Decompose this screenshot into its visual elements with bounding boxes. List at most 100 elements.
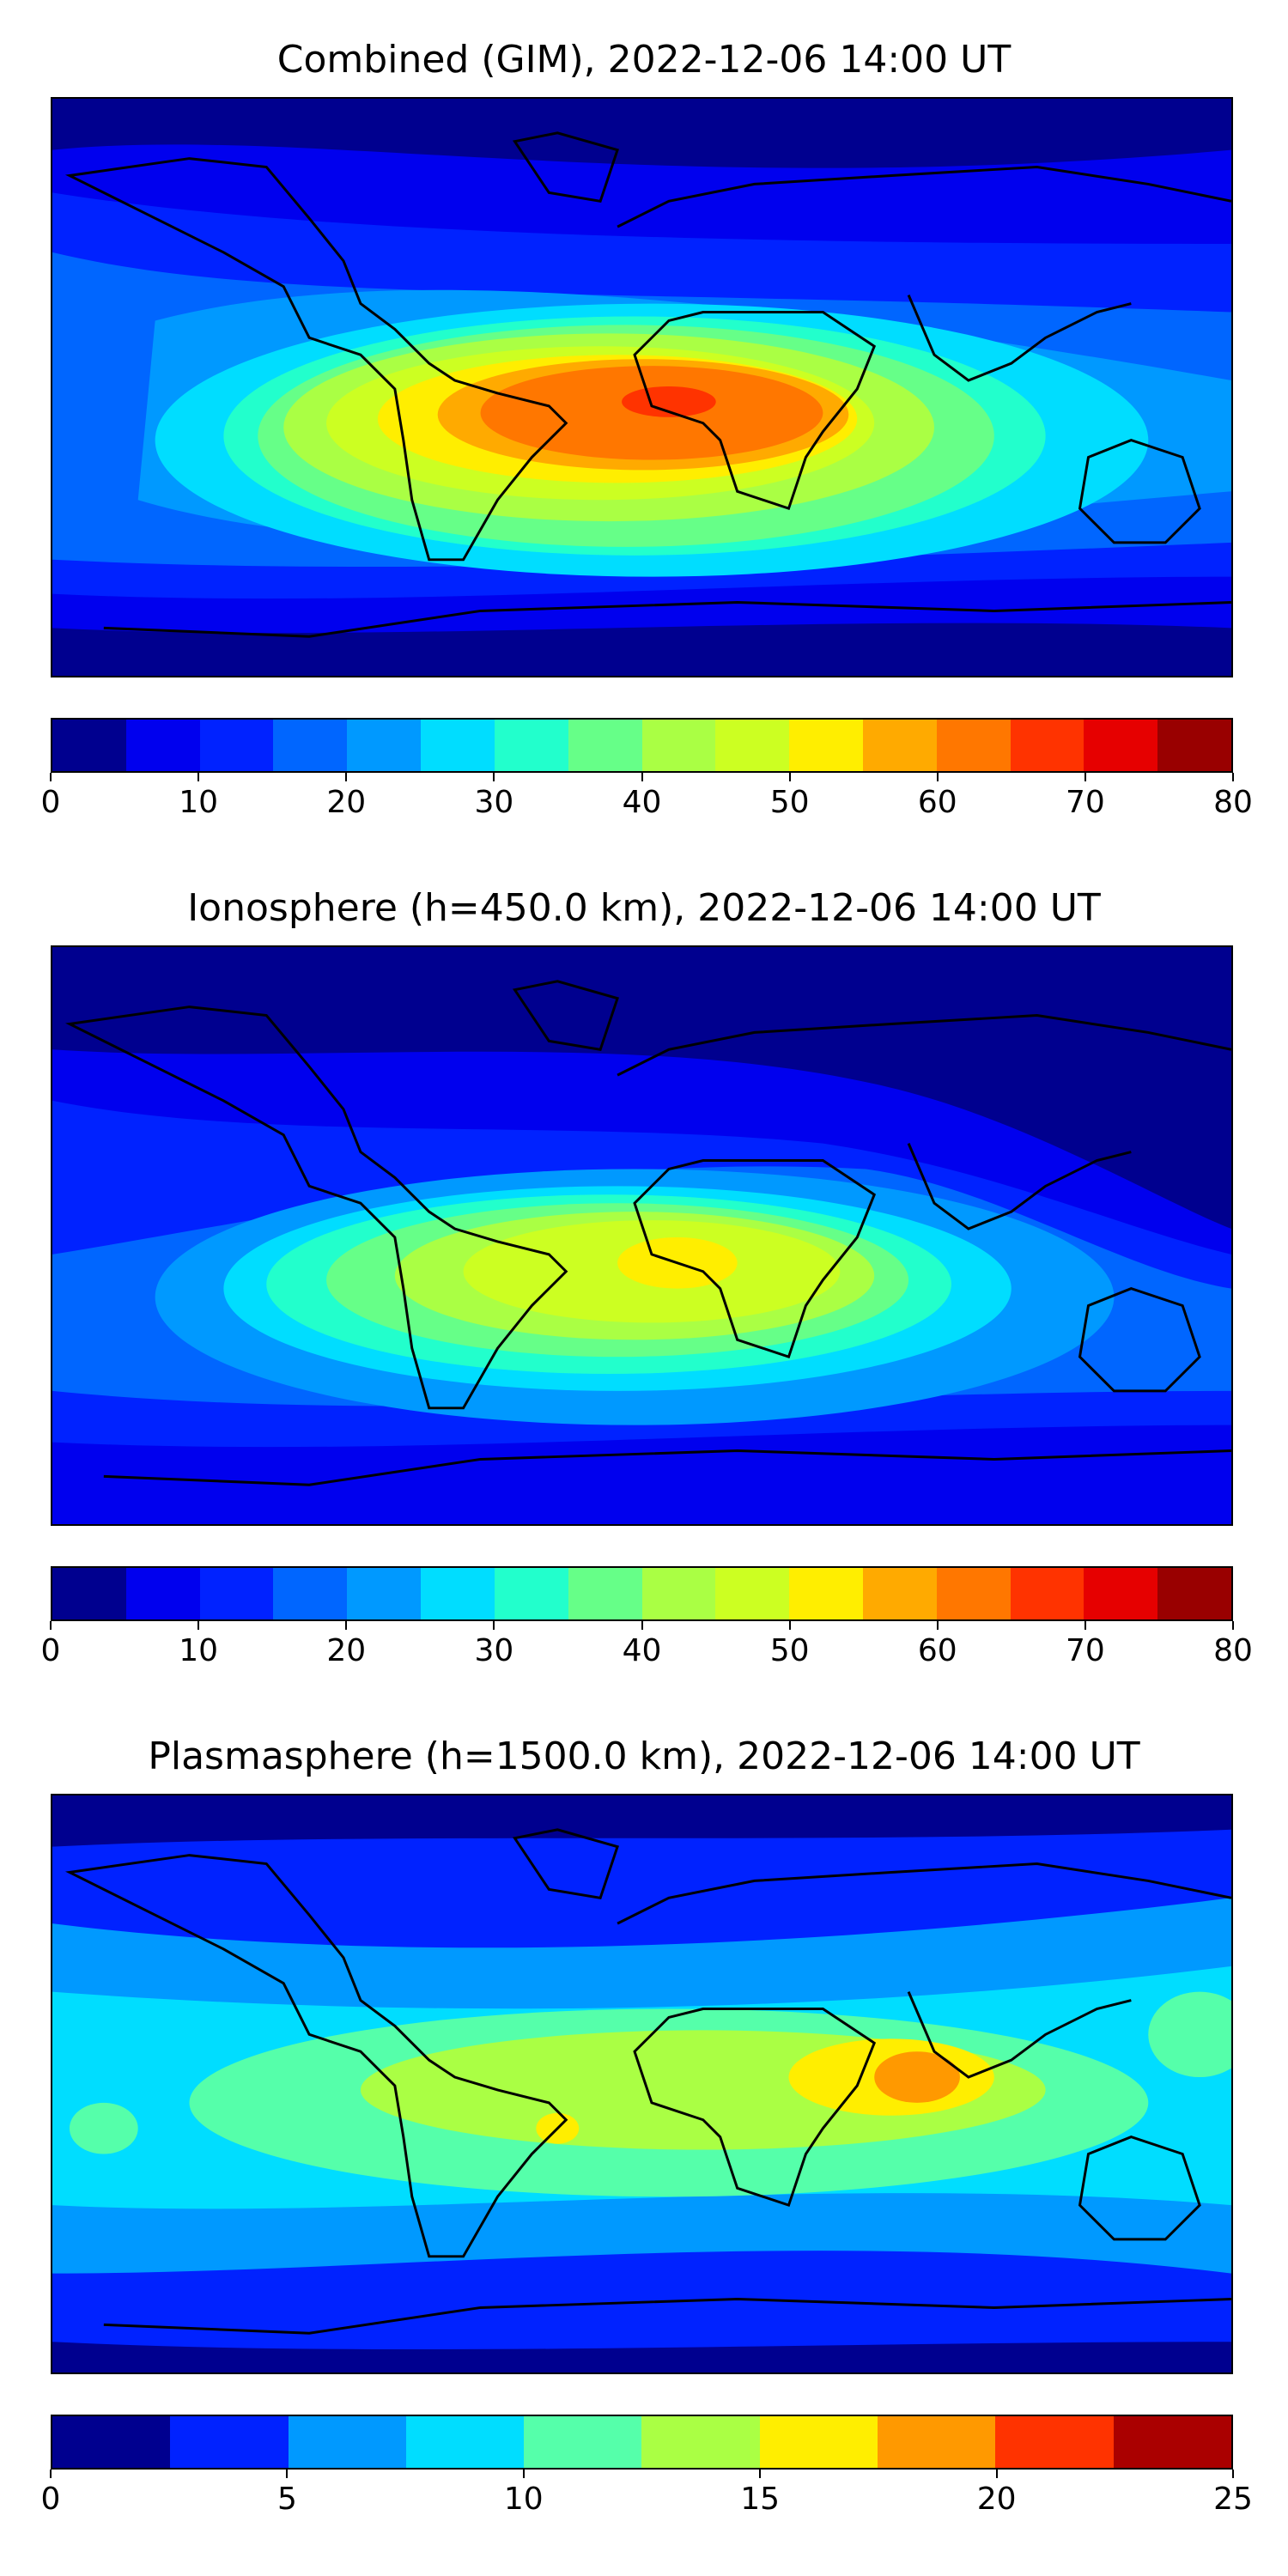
colorbar-tick-label: 0 [40, 1633, 61, 1668]
coastlines [64, 1828, 1231, 2335]
colorbar [51, 2415, 1233, 2470]
colorbar-tick-label: 0 [40, 2482, 61, 2517]
colorbar-segment [568, 1568, 642, 1619]
colorbar-tick-label: 10 [503, 2482, 544, 2517]
colorbar [51, 718, 1233, 773]
colorbar-segment [421, 1568, 495, 1619]
colorbar-tick [995, 2470, 998, 2478]
tec-map-svg [52, 99, 1231, 676]
colorbar-segment [125, 1568, 200, 1619]
colorbar [51, 1566, 1233, 1621]
colorbar-segment [862, 1568, 937, 1619]
colorbar-tick [788, 773, 791, 781]
colorbar-segment [273, 1568, 348, 1619]
colorbar-tick [197, 773, 200, 781]
colorbar-segment [52, 720, 126, 771]
colorbar-tick [759, 2470, 762, 2478]
colorbar-segment [936, 720, 1011, 771]
colorbar-segment [789, 720, 863, 771]
colorbar-segment [715, 1568, 790, 1619]
colorbar-segment [199, 1568, 274, 1619]
colorbar-segment [288, 2416, 406, 2468]
colorbar-tick [936, 773, 939, 781]
colorbar-tick-label: 30 [474, 785, 514, 820]
colorbar-tick-label: 5 [276, 2482, 297, 2517]
colorbar-segment [405, 2416, 525, 2468]
colorbar-tick-label: 15 [740, 2482, 781, 2517]
colorbar-tick [1084, 1621, 1086, 1630]
colorbar-segment [52, 2416, 171, 2468]
tec-map [51, 97, 1233, 677]
colorbar-tick [1232, 2470, 1234, 2478]
colorbar-segment [1010, 720, 1084, 771]
colorbar-segment [789, 1568, 863, 1619]
colorbar-tick-label: 30 [474, 1633, 514, 1668]
colorbar-segment [995, 2416, 1114, 2468]
colorbar-tick-label: 60 [917, 1633, 957, 1668]
colorbar-segment [347, 720, 422, 771]
colorbar-tick [1232, 773, 1234, 781]
colorbar-segment [641, 1568, 716, 1619]
colorbar-tick-label: 20 [326, 1633, 367, 1668]
colorbar-tick [641, 773, 643, 781]
colorbar-tick [788, 1621, 791, 1630]
colorbar-tick [345, 1621, 348, 1630]
colorbar-segment [568, 720, 642, 771]
chart-title: Ionosphere (h=450.0 km), 2022-12-06 14:0… [187, 886, 1101, 930]
colorbar-ticks: 0 10 20 30 40 50 60 70 80 [41, 1621, 1253, 1673]
tec-map-svg [52, 947, 1231, 1524]
colorbar-tick [1084, 773, 1086, 781]
colorbar-segment [170, 2416, 289, 2468]
colorbar-segment [273, 720, 348, 771]
colorbar-tick-label: 70 [1065, 1633, 1105, 1668]
coastlines [64, 980, 1231, 1486]
colorbar-tick-label: 0 [40, 785, 61, 820]
colorbar-segment [1113, 2416, 1231, 2468]
colorbar-segment [1084, 1568, 1158, 1619]
colorbar-tick-label: 25 [1213, 2482, 1253, 2517]
colorbar-tick [1232, 1621, 1234, 1630]
contour-level-7 [874, 2051, 960, 2103]
colorbar-tick [522, 2470, 525, 2478]
colorbar-tick [345, 773, 348, 781]
colorbar-segment [862, 720, 937, 771]
colorbar-segment [715, 720, 790, 771]
colorbar-segment [494, 720, 568, 771]
colorbar-tick-label: 20 [976, 2482, 1017, 2517]
colorbar-tick [493, 773, 495, 781]
colorbar-tick [50, 1621, 52, 1630]
chart-title: Combined (GIM), 2022-12-06 14:00 UT [276, 38, 1012, 82]
colorbar-segment [1157, 1568, 1231, 1619]
colorbar-tick-label: 70 [1065, 785, 1105, 820]
colorbar-tick-label: 80 [1213, 785, 1253, 820]
colorbar-tick [286, 2470, 289, 2478]
coastlines [64, 131, 1231, 638]
colorbar-tick-label: 40 [622, 1633, 662, 1668]
colorbar-tick-label: 10 [179, 785, 219, 820]
colorbar-segment [1084, 720, 1158, 771]
colorbar-segment [199, 720, 274, 771]
colorbar-tick [936, 1621, 939, 1630]
colorbar-segment [878, 2416, 996, 2468]
colorbar-tick-label: 60 [917, 785, 957, 820]
colorbar-tick-label: 20 [326, 785, 367, 820]
colorbar-segment [494, 1568, 568, 1619]
contour-level-4c [1148, 1991, 1231, 2078]
colorbar-tick [197, 1621, 200, 1630]
colorbar-segment [524, 2416, 642, 2468]
colorbar-segment [1010, 1568, 1084, 1619]
colorbar-ticks: 0 5 10 15 20 25 [41, 2470, 1253, 2521]
contour-level-13 [622, 386, 716, 417]
colorbar-ticks: 0 10 20 30 40 50 60 70 80 [41, 773, 1253, 824]
colorbar-segment [421, 720, 495, 771]
colorbar-segment [347, 1568, 422, 1619]
colorbar-tick [641, 1621, 643, 1630]
colorbar-segment [641, 720, 716, 771]
tec-map [51, 945, 1233, 1526]
colorbar-segment [52, 1568, 126, 1619]
chart-title: Plasmasphere (h=1500.0 km), 2022-12-06 1… [148, 1735, 1140, 1778]
colorbar-tick-label: 50 [769, 1633, 810, 1668]
colorbar-tick-label: 80 [1213, 1633, 1253, 1668]
colorbar-segment [759, 2416, 878, 2468]
tec-map-svg [52, 1795, 1231, 2372]
